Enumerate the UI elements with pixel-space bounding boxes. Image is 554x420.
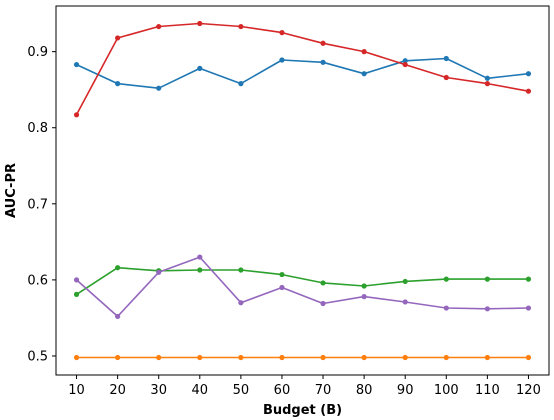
y-tick-label: 0.7 <box>27 197 48 212</box>
series-line <box>75 22 529 116</box>
data-point <box>484 276 490 282</box>
data-point <box>443 276 449 282</box>
series-1 <box>73 55 532 91</box>
data-point <box>238 81 244 87</box>
data-point <box>238 354 244 361</box>
series-3 <box>73 265 532 297</box>
data-point <box>320 354 326 361</box>
data-point <box>320 280 326 286</box>
data-point <box>115 265 121 271</box>
series-5 <box>73 354 532 361</box>
x-tick-label: 120 <box>516 383 541 398</box>
data-point <box>197 254 203 260</box>
x-tick-label: 110 <box>475 383 500 398</box>
series-line <box>75 256 529 318</box>
data-point <box>443 74 449 81</box>
data-point <box>279 284 285 291</box>
x-tick-label: 80 <box>356 383 373 398</box>
data-point <box>443 354 449 361</box>
data-point <box>279 271 285 278</box>
data-point <box>484 354 490 361</box>
y-tick-label: 0.8 <box>27 121 48 136</box>
y-axis-title: AUC-PR <box>4 163 19 218</box>
data-point <box>361 283 367 289</box>
data-point <box>115 81 121 87</box>
y-tick-label: 0.9 <box>27 45 48 60</box>
data-point <box>73 291 80 297</box>
data-point <box>361 71 367 77</box>
data-point <box>402 278 408 285</box>
data-point <box>156 23 162 30</box>
data-point <box>402 354 408 361</box>
y-tick-label: 0.5 <box>27 349 48 364</box>
y-tick-label: 0.6 <box>27 273 48 288</box>
data-point <box>115 354 121 361</box>
data-point <box>525 305 532 311</box>
data-point <box>197 267 203 273</box>
data-point <box>484 75 490 81</box>
series-layer <box>73 20 532 361</box>
data-point <box>73 354 80 361</box>
data-point <box>525 88 532 94</box>
data-point <box>238 267 244 273</box>
data-point <box>361 354 367 361</box>
data-point <box>197 65 203 71</box>
data-point <box>361 294 367 300</box>
data-point <box>402 61 408 68</box>
data-point <box>279 57 285 63</box>
data-point <box>443 305 449 311</box>
x-tick-label: 20 <box>109 383 126 398</box>
series-4 <box>73 254 532 320</box>
x-tick-label: 60 <box>274 383 291 398</box>
data-point <box>197 20 203 27</box>
x-tick-label: 50 <box>233 383 250 398</box>
x-axis-title: Budget (B) <box>263 403 342 418</box>
x-tick-label: 70 <box>315 383 332 398</box>
data-point <box>525 354 532 361</box>
x-tick-label: 10 <box>68 383 85 398</box>
data-point <box>156 354 162 361</box>
series-line <box>76 57 529 89</box>
tick-layer: 10 20 30 40 50 60 70 80 90 100 110 120 0.5 0.6 0.7 0.8 0… <box>27 45 541 398</box>
data-point <box>115 35 121 41</box>
data-point <box>402 58 408 64</box>
data-point <box>525 276 532 282</box>
data-point <box>238 23 244 30</box>
data-point <box>156 269 162 275</box>
x-tick-label: 100 <box>434 383 459 398</box>
data-point <box>73 277 80 283</box>
data-point <box>443 55 449 62</box>
x-tick-label: 90 <box>397 383 414 398</box>
data-point <box>115 313 121 320</box>
data-point <box>525 71 532 77</box>
data-point <box>73 112 80 118</box>
series-line <box>76 266 529 296</box>
data-point <box>484 81 490 87</box>
data-point <box>73 61 80 68</box>
plot-frame <box>55 5 550 376</box>
x-tick-label: 40 <box>192 383 209 398</box>
data-point <box>320 59 326 65</box>
data-point <box>320 300 326 307</box>
x-tick-label: 30 <box>150 383 167 398</box>
data-point <box>279 30 285 36</box>
data-point <box>156 85 162 91</box>
data-point <box>197 354 203 361</box>
data-point <box>484 306 490 312</box>
data-point <box>320 40 326 46</box>
data-point <box>279 354 285 361</box>
data-point <box>361 49 367 55</box>
series-2 <box>73 20 532 118</box>
data-point <box>402 299 408 305</box>
data-point <box>238 300 244 306</box>
